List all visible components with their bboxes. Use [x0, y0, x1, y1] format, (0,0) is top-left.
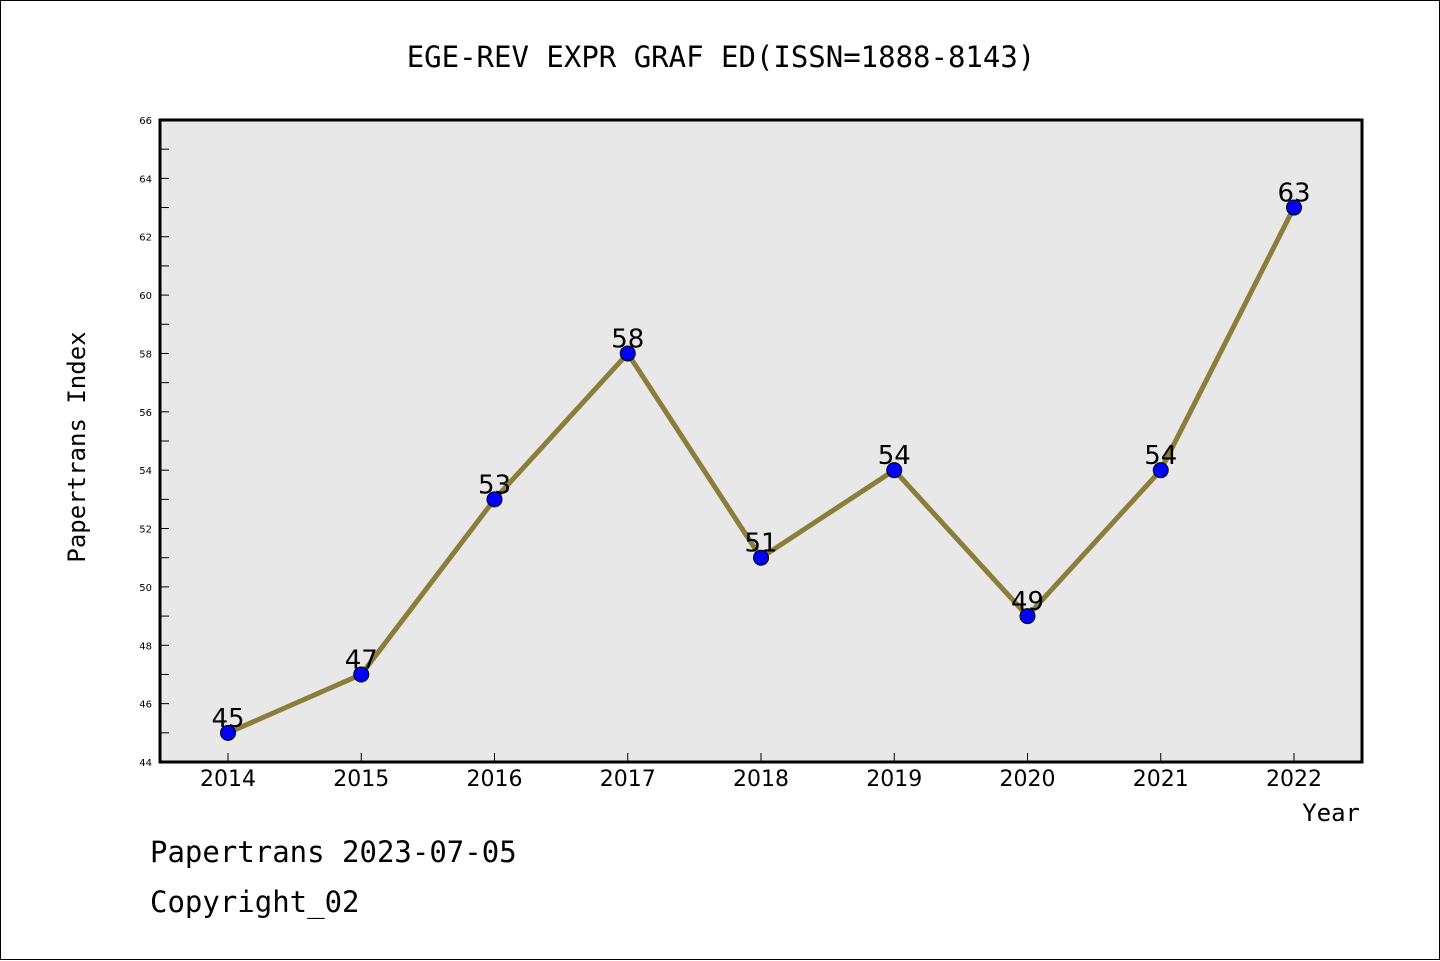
footer-copyright-text: Copyright_02	[150, 885, 360, 919]
x-tick-label: 2014	[200, 767, 256, 792]
data-point	[353, 666, 370, 683]
data-label: 54	[878, 441, 911, 471]
x-tick-label: 2019	[866, 767, 922, 792]
y-tick-label: 66	[139, 116, 152, 127]
x-axis-label: Year	[1302, 799, 1360, 827]
data-point	[220, 724, 236, 741]
data-label: 51	[744, 529, 777, 559]
data-point	[1286, 199, 1302, 216]
series-layer: 45 47 53 58 51 54 49 54 63	[211, 179, 1311, 741]
data-label: 58	[611, 324, 644, 354]
y-tick-label: 64	[139, 174, 152, 185]
data-point	[753, 549, 769, 566]
y-tick-label: 46	[139, 700, 152, 711]
data-point	[886, 462, 903, 479]
y-tick-label: 54	[139, 466, 152, 477]
data-label: 63	[1277, 179, 1310, 209]
data-point	[1019, 608, 1036, 625]
y-axis-label: Papertrans Index	[63, 331, 91, 562]
y-tick-label: 50	[139, 583, 152, 594]
data-point	[619, 345, 636, 362]
y-tick-label: 52	[139, 525, 152, 536]
data-label: 53	[478, 470, 511, 500]
data-label: 47	[345, 645, 378, 675]
x-axis: 2014 2015 2016 2017 2018 2019 2020 2021 2022	[200, 753, 1322, 792]
x-tick-label: 2018	[733, 767, 789, 792]
x-tick-label: 2022	[1266, 767, 1322, 792]
data-label: 54	[1144, 441, 1177, 471]
x-tick-label: 2020	[1000, 767, 1056, 792]
x-tick-label: 2021	[1133, 767, 1189, 792]
x-tick-label: 2017	[600, 767, 656, 792]
footer-date-text: Papertrans 2023-07-05	[150, 835, 517, 869]
data-label: 49	[1011, 587, 1044, 617]
data-label: 45	[211, 704, 244, 734]
y-tick-label: 48	[139, 641, 152, 652]
y-tick-label: 60	[139, 291, 152, 302]
x-tick-label: 2015	[333, 767, 389, 792]
chart-title: EGE-REV EXPR GRAF ED(ISSN=1888-8143)	[407, 40, 1036, 74]
data-point	[486, 491, 503, 508]
data-point	[1152, 462, 1169, 479]
y-tick-label: 56	[139, 408, 152, 419]
y-tick-label: 62	[139, 233, 152, 244]
y-tick-label: 44	[139, 758, 152, 769]
y-axis: 44 46 48 50 52 54 56 58 60 62 64 66	[139, 116, 169, 769]
y-tick-label: 58	[139, 349, 152, 360]
plot-area	[158, 118, 1364, 764]
x-tick-label: 2016	[467, 767, 523, 792]
